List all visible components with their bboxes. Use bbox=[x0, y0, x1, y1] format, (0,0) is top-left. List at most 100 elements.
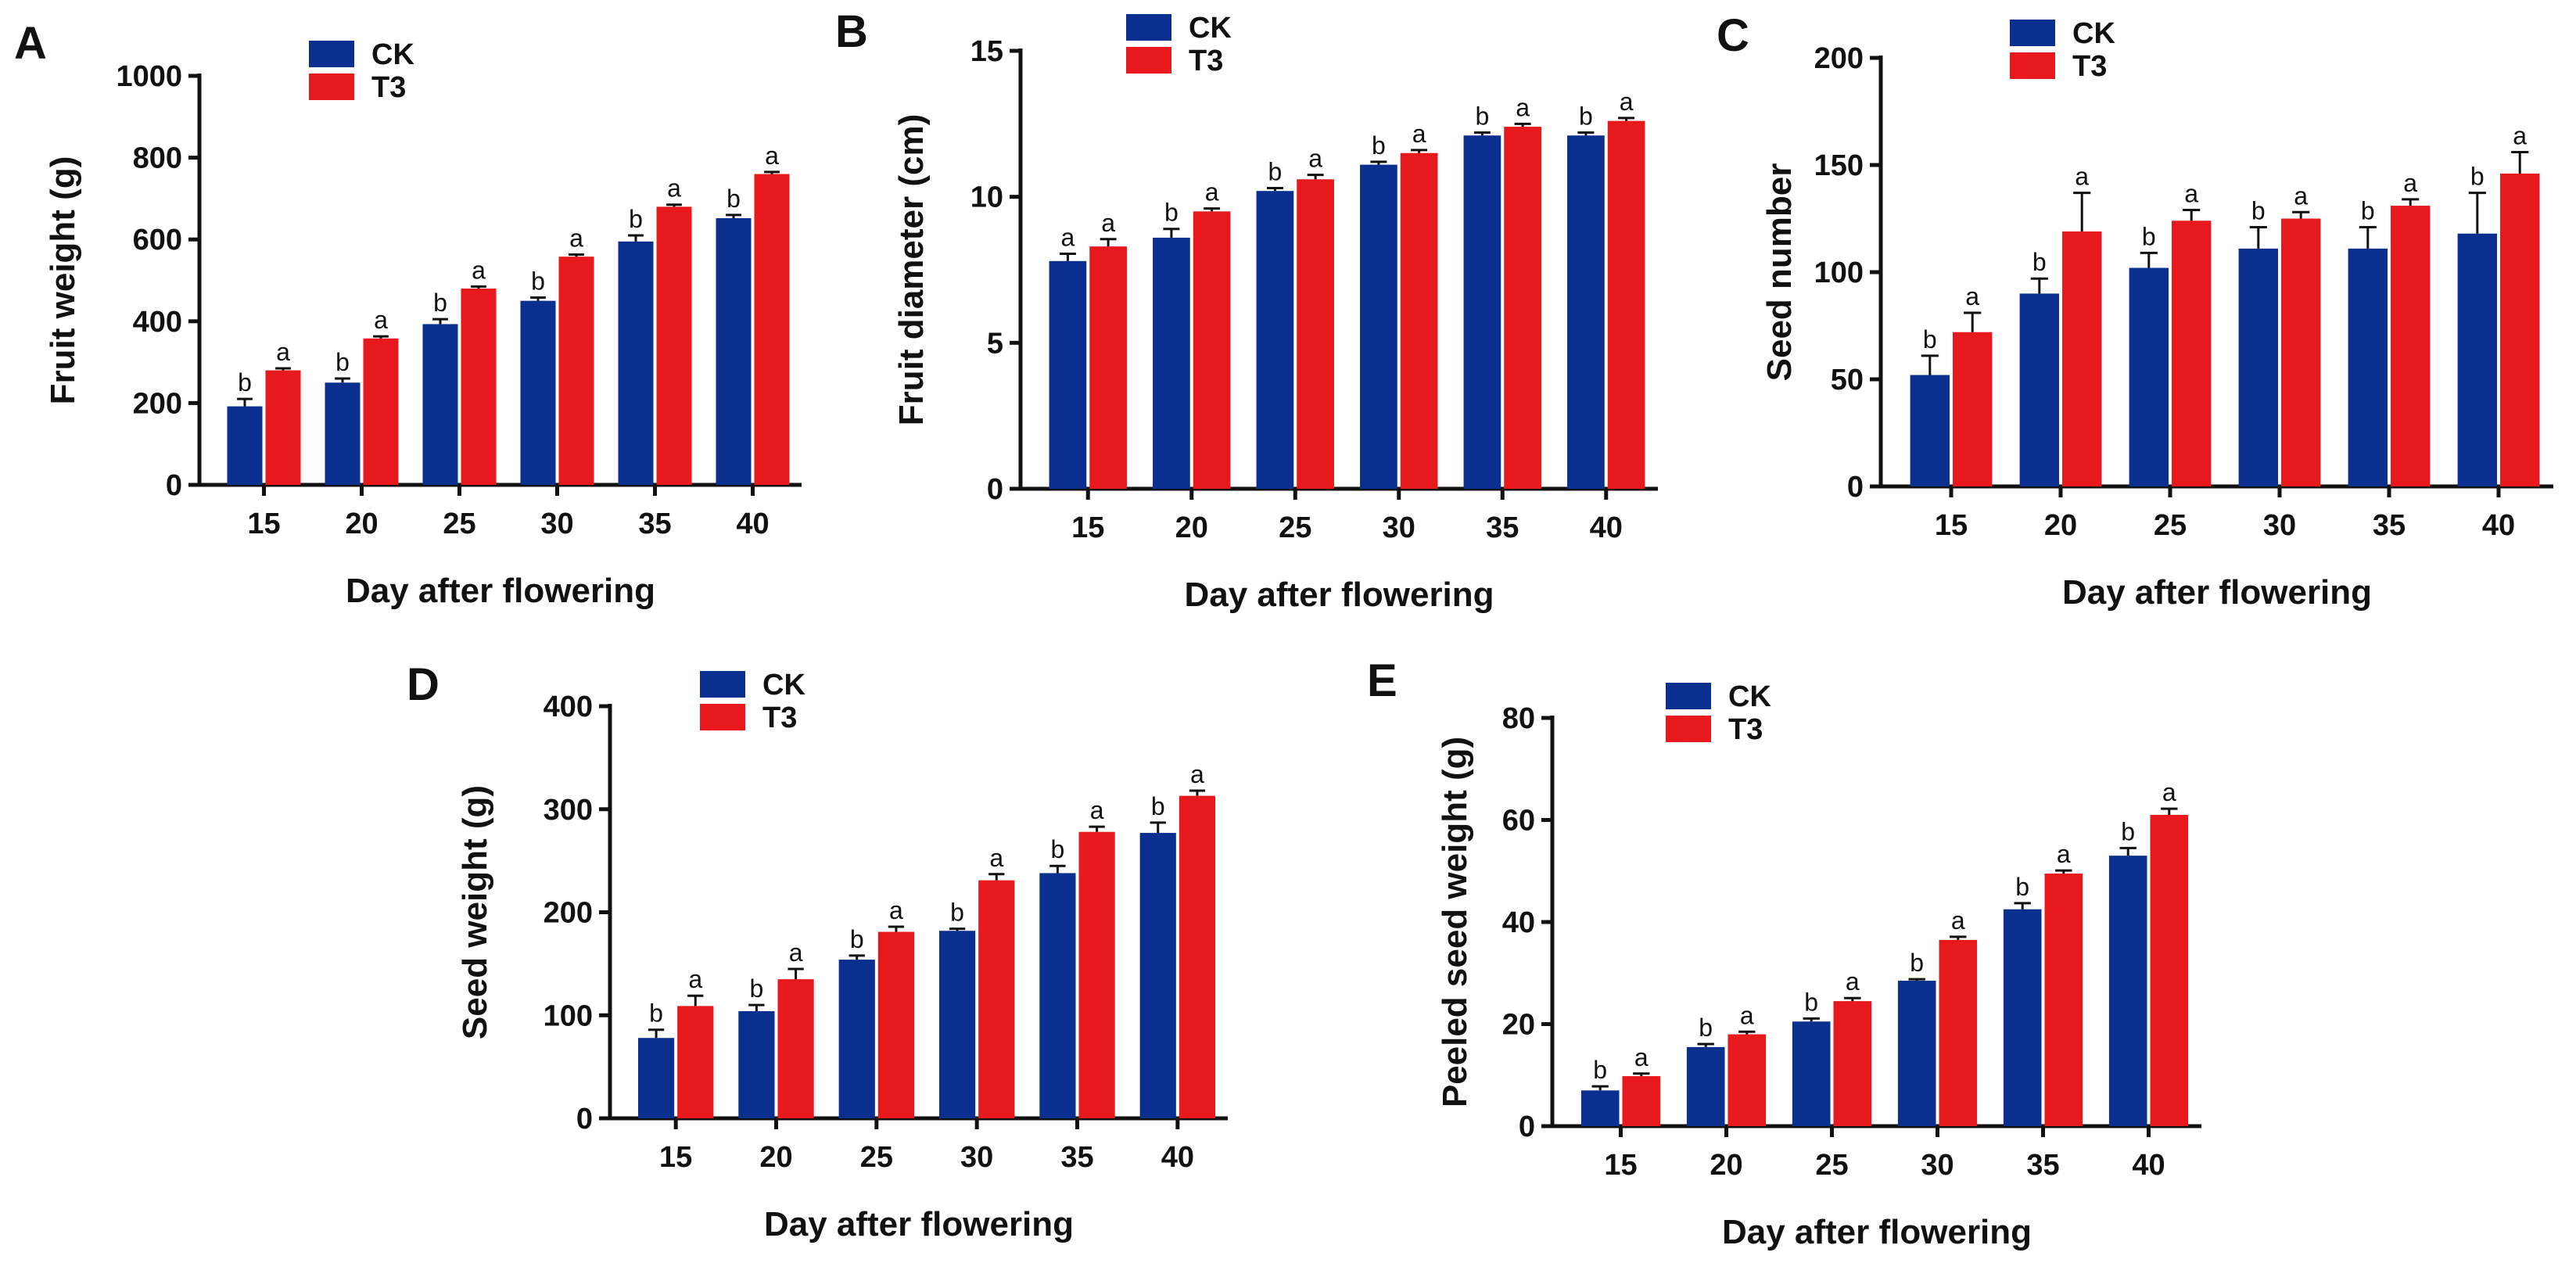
bar-t3 bbox=[978, 880, 1015, 1118]
significance-label: b bbox=[1804, 988, 1818, 1016]
significance-label: a bbox=[2513, 122, 2527, 150]
bar-ck bbox=[1567, 135, 1605, 489]
significance-label: a bbox=[2075, 163, 2089, 191]
legend-swatch-t3 bbox=[1666, 716, 1711, 742]
significance-label: a bbox=[1205, 178, 1219, 206]
bar-ck bbox=[2108, 856, 2147, 1126]
significance-label: b bbox=[2470, 163, 2485, 191]
x-tick-label: 35 bbox=[1060, 1141, 1093, 1174]
bar-t3 bbox=[1400, 152, 1438, 489]
significance-label: a bbox=[789, 938, 803, 967]
bar-t3 bbox=[754, 174, 790, 485]
bar-t3 bbox=[2044, 874, 2083, 1126]
bar-t3 bbox=[363, 338, 399, 485]
bar-t3 bbox=[558, 257, 594, 485]
bar-t3 bbox=[461, 288, 497, 485]
significance-label: b bbox=[1151, 792, 1165, 820]
significance-label: b bbox=[1699, 1014, 1713, 1042]
x-tick-label: 15 bbox=[1604, 1149, 1637, 1182]
x-tick-label: 30 bbox=[2263, 509, 2296, 542]
significance-label: a bbox=[472, 256, 486, 284]
significance-label: a bbox=[688, 965, 702, 993]
significance-label: b bbox=[2121, 817, 2135, 845]
x-axis-title: Day after flowering bbox=[1184, 576, 1494, 614]
bar-t3 bbox=[1953, 332, 1993, 486]
bar-ck bbox=[1049, 260, 1087, 489]
bar-t3 bbox=[2391, 206, 2431, 486]
significance-label: b bbox=[1476, 102, 1490, 131]
bar-ck bbox=[938, 931, 976, 1118]
y-axis-title: Peeled seed weight (g) bbox=[1436, 737, 1474, 1107]
y-tick-label: 0 bbox=[1847, 471, 1864, 504]
significance-label: b bbox=[238, 368, 252, 396]
legend-label-ck: CK bbox=[1189, 12, 1232, 45]
bar-t3 bbox=[265, 370, 301, 485]
bar-t3 bbox=[2150, 814, 2189, 1126]
x-tick-label: 35 bbox=[2373, 509, 2406, 542]
significance-label: a bbox=[2294, 181, 2308, 210]
x-tick-label: 20 bbox=[345, 508, 378, 540]
significance-label: b bbox=[2142, 222, 2156, 250]
y-tick-label: 800 bbox=[133, 142, 182, 175]
significance-label: a bbox=[1090, 796, 1104, 824]
x-tick-label: 15 bbox=[1935, 509, 1968, 542]
bar-ck bbox=[520, 300, 556, 485]
significance-label: a bbox=[1061, 223, 1075, 251]
significance-label: a bbox=[1101, 209, 1115, 237]
bar-t3 bbox=[2062, 231, 2102, 486]
significance-label: a bbox=[2403, 169, 2417, 197]
significance-label: a bbox=[276, 338, 290, 366]
x-tick-label: 20 bbox=[2044, 509, 2077, 542]
y-tick-label: 5 bbox=[987, 327, 1003, 360]
x-tick-label: 25 bbox=[1815, 1149, 1848, 1182]
significance-label: a bbox=[1634, 1043, 1649, 1071]
x-axis-title: Day after flowering bbox=[764, 1205, 1074, 1243]
significance-label: b bbox=[1923, 325, 1937, 353]
y-tick-label: 0 bbox=[987, 473, 1003, 506]
y-tick-label: 200 bbox=[544, 897, 593, 930]
significance-label: a bbox=[569, 224, 583, 253]
significance-label: b bbox=[1593, 1056, 1607, 1084]
bar-ck bbox=[1686, 1046, 1725, 1126]
legend-swatch-ck bbox=[1666, 683, 1711, 709]
bar-ck bbox=[1580, 1090, 1620, 1126]
x-tick-label: 40 bbox=[1161, 1141, 1194, 1174]
y-tick-label: 0 bbox=[576, 1103, 593, 1136]
significance-label: a bbox=[765, 142, 779, 170]
x-tick-label: 15 bbox=[247, 508, 280, 540]
bar-ck bbox=[1360, 164, 1397, 489]
panel-letter: D bbox=[407, 659, 439, 710]
bar-t3 bbox=[656, 206, 692, 485]
bar-t3 bbox=[1179, 795, 1216, 1118]
x-tick-label: 35 bbox=[1486, 511, 1519, 544]
y-tick-label: 100 bbox=[544, 999, 593, 1032]
legend-swatch-t3 bbox=[1126, 47, 1171, 74]
significance-label: a bbox=[1740, 1001, 1754, 1029]
significance-label: b bbox=[1051, 835, 1065, 863]
y-tick-label: 20 bbox=[1502, 1009, 1535, 1042]
y-tick-label: 300 bbox=[544, 794, 593, 827]
panel-letter: E bbox=[1367, 655, 1397, 706]
x-tick-label: 25 bbox=[1279, 511, 1311, 544]
bar-t3 bbox=[877, 931, 915, 1118]
bar-t3 bbox=[1089, 246, 1127, 489]
y-axis-title: Fruit diameter (cm) bbox=[892, 114, 931, 426]
bar-t3 bbox=[677, 1006, 714, 1118]
x-tick-label: 25 bbox=[443, 508, 475, 540]
bar-ck bbox=[2348, 248, 2388, 486]
bar-ck bbox=[2003, 909, 2042, 1126]
bar-ck bbox=[618, 241, 654, 485]
x-tick-label: 40 bbox=[2482, 509, 2515, 542]
x-axis-title: Day after flowering bbox=[346, 572, 655, 610]
y-tick-label: 15 bbox=[970, 35, 1003, 68]
bar-ck bbox=[716, 218, 752, 485]
significance-label: b bbox=[433, 289, 447, 317]
significance-label: b bbox=[2015, 873, 2029, 901]
y-tick-label: 50 bbox=[1831, 364, 1864, 396]
x-tick-label: 35 bbox=[2026, 1149, 2059, 1182]
legend-label-ck: CK bbox=[762, 669, 805, 701]
legend-swatch-t3 bbox=[2010, 52, 2055, 79]
bar-ck bbox=[2238, 248, 2278, 486]
